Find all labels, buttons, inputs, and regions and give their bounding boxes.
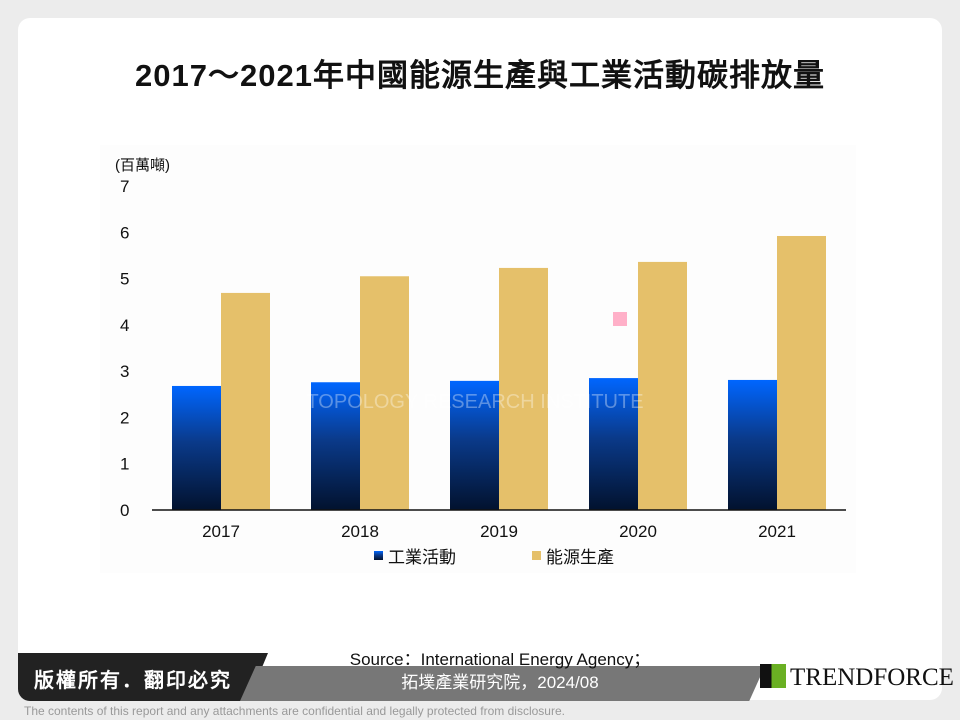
logo-mark-icon	[760, 664, 786, 688]
legend-label: 能源生產	[546, 548, 614, 567]
watermark-mark	[613, 312, 627, 326]
y-tick-label: 2	[120, 408, 129, 427]
y-tick-label: 0	[120, 501, 129, 520]
bar-energy-2019	[499, 267, 548, 510]
bar-energy-2018	[360, 276, 409, 510]
source-band	[240, 666, 765, 701]
bar-industrial-2018	[311, 382, 360, 510]
bar-energy-2017	[221, 292, 270, 510]
source-line-2: 拓墣產業研究院，2024/08	[401, 673, 599, 692]
x-tick-label: 2019	[480, 522, 518, 541]
x-tick-label: 2020	[619, 522, 657, 541]
bar-energy-2021	[777, 235, 826, 510]
chart-title: 2017～2021年中國能源生產與工業活動碳排放量	[135, 58, 825, 93]
logo-text: TRENDFORCE	[790, 664, 954, 691]
y-tick-label: 4	[120, 316, 129, 335]
x-tick-label: 2018	[341, 522, 379, 541]
source-line-1: Source：International Energy Agency；	[349, 650, 651, 669]
bar-energy-2020	[638, 261, 687, 510]
y-tick-label: 3	[120, 362, 129, 381]
legend-swatch-1	[532, 551, 541, 560]
legend-label: 工業活動	[388, 548, 456, 567]
x-tick-label: 2017	[202, 522, 240, 541]
legend-swatch-0	[374, 551, 383, 560]
watermark: TOPOLOGY RESEARCH INSTITUTE	[306, 391, 643, 413]
y-tick-label: 7	[120, 177, 129, 196]
bar-industrial-2019	[450, 380, 499, 510]
bar-industrial-2017	[172, 385, 221, 510]
y-axis-unit-label: (百萬噸)	[115, 157, 170, 174]
copyright-text: 版權所有．翻印必究	[34, 670, 232, 692]
x-tick-label: 2021	[758, 522, 796, 541]
copyright-band	[18, 653, 268, 701]
bar-industrial-2021	[728, 379, 777, 510]
y-tick-label: 5	[120, 270, 129, 289]
bar-industrial-2020	[589, 378, 638, 510]
y-tick-label: 1	[120, 455, 129, 474]
y-tick-label: 6	[120, 223, 129, 242]
trendforce-logo: TRENDFORCE	[760, 664, 954, 692]
disclaimer: The contents of this report and any atta…	[24, 704, 565, 718]
